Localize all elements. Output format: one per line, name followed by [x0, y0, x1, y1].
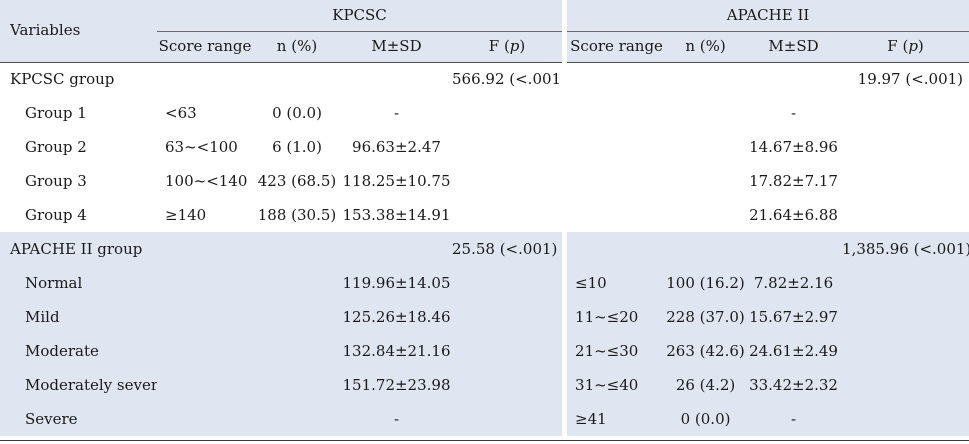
row-label: Severe — [0, 402, 157, 436]
kpcsc-score-range: <63 — [157, 96, 253, 130]
apache-msd-header: M±SD — [745, 31, 843, 63]
kpcsc-msd: - — [341, 96, 452, 130]
kpcsc-group-apache-f: 19.97 (<.001) — [842, 62, 969, 96]
kpcsc-msd: 119.96±14.05 — [341, 266, 452, 300]
kpcsc-msd: 132.84±21.16 — [341, 334, 452, 368]
apache-msd: 24.61±2.49 — [745, 334, 843, 368]
apache-n-pct: 100 (16.2) — [666, 266, 746, 300]
f-label: F ( — [887, 37, 909, 55]
kpcsc-header: KPCSC — [157, 0, 563, 32]
header-gap — [562, 31, 568, 62]
header-gap — [562, 0, 568, 31]
table-bottom-rule — [0, 440, 969, 441]
table-row: Group 4 ≥140 188 (30.5) 153.38±14.91 21.… — [0, 198, 969, 232]
p-label: p — [509, 37, 520, 55]
apache-group-kpcsc-f: 25.58 (<.001) — [452, 232, 563, 266]
apache-group-label: APACHE II group — [0, 232, 157, 266]
variables-header: Variables — [0, 0, 157, 63]
table-row: Moderate 132.84±21.16 21~≤30 263 (42.6) … — [0, 334, 969, 368]
kpcsc-score-range: 63~<100 — [157, 130, 253, 164]
kpcsc-n-pct: 6 (1.0) — [253, 130, 341, 164]
table-row: Group 2 63~<100 6 (1.0) 96.63±2.47 14.67… — [0, 130, 969, 164]
apache-group-row: APACHE II group 25.58 (<.001) 1,385.96 (… — [0, 232, 969, 266]
apache-group-apache-f: 1,385.96 (<.001) — [842, 232, 969, 266]
f-label: F ( — [488, 37, 510, 55]
header-row-2: Score range n (%) M±SD F (p) Score range… — [0, 31, 969, 63]
apache-score-range: ≥41 — [567, 402, 667, 436]
kpcsc-msd: 153.38±14.91 — [341, 198, 452, 232]
row-label: Moderate — [0, 334, 157, 368]
apache-msd: - — [745, 402, 843, 436]
kpcsc-n-pct-header: n (%) — [253, 31, 341, 63]
p-label: p — [908, 37, 918, 55]
apache-n-pct: 263 (42.6) — [666, 334, 746, 368]
apache-score-range: 21~≤30 — [567, 334, 667, 368]
kpcsc-score-range-header: Score range — [157, 31, 253, 63]
apache-msd: 14.67±8.96 — [745, 130, 843, 164]
apache-n-pct-header: n (%) — [666, 31, 746, 63]
header-row-1: Variables KPCSC APACHE II — [0, 0, 969, 63]
table-row: Mild 125.26±18.46 11~≤20 228 (37.0) 15.6… — [0, 300, 969, 334]
kpcsc-msd-header: M±SD — [341, 31, 452, 63]
row-label: Group 4 — [0, 198, 157, 232]
apache-score-range: ≤10 — [567, 266, 667, 300]
row-label: Normal — [0, 266, 157, 300]
close-paren: ) — [519, 37, 526, 55]
kpcsc-msd: - — [341, 402, 452, 436]
apache-header: APACHE II — [567, 0, 969, 32]
kpcsc-score-range: 100~<140 — [157, 164, 253, 198]
row-label: Group 3 — [0, 164, 157, 198]
apache-n-pct: 26 (4.2) — [666, 368, 746, 402]
row-label: Group 1 — [0, 96, 157, 130]
kpcsc-n-pct: 188 (30.5) — [253, 198, 341, 232]
kpcsc-f-p-header: F (p) — [452, 31, 563, 63]
row-label: Group 2 — [0, 130, 157, 164]
kpcsc-group-row: KPCSC group 566.92 (<.001) 19.97 (<.001) — [0, 62, 969, 96]
apache-score-range: 11~≤20 — [567, 300, 667, 334]
kpcsc-n-pct: 423 (68.5) — [253, 164, 341, 198]
kpcsc-msd: 118.25±10.75 — [341, 164, 452, 198]
kpcsc-group-kpcsc-f: 566.92 (<.001) — [452, 62, 563, 96]
kpcsc-group-label: KPCSC group — [0, 62, 157, 96]
apache-score-range-header: Score range — [567, 31, 667, 63]
apache-msd: 33.42±2.32 — [745, 368, 843, 402]
apache-msd: 15.67±2.97 — [745, 300, 843, 334]
apache-msd: - — [745, 96, 843, 130]
kpcsc-msd: 151.72±23.98 — [341, 368, 452, 402]
apache-msd: 17.82±7.17 — [745, 164, 843, 198]
close-paren: ) — [917, 37, 924, 55]
table-row: Normal 119.96±14.05 ≤10 100 (16.2) 7.82±… — [0, 266, 969, 300]
kpcsc-msd: 96.63±2.47 — [341, 130, 452, 164]
table-row: Severe - ≥41 0 (0.0) - — [0, 402, 969, 436]
table-row: Group 3 100~<140 423 (68.5) 118.25±10.75… — [0, 164, 969, 198]
row-label: Mild — [0, 300, 157, 334]
apache-msd: 21.64±6.88 — [745, 198, 843, 232]
apache-msd: 7.82±2.16 — [745, 266, 843, 300]
apache-score-range: 31~≤40 — [567, 368, 667, 402]
table-row: Group 1 <63 0 (0.0) - - — [0, 96, 969, 130]
apache-n-pct: 228 (37.0) — [666, 300, 746, 334]
table-row: Moderately severe 151.72±23.98 31~≤40 26… — [0, 368, 969, 402]
kpcsc-score-range: ≥140 — [157, 198, 253, 232]
apache-f-p-header: F (p) — [842, 31, 969, 63]
apache-n-pct: 0 (0.0) — [666, 402, 746, 436]
kpcsc-msd: 125.26±18.46 — [341, 300, 452, 334]
kpcsc-n-pct: 0 (0.0) — [253, 96, 341, 130]
row-label: Moderately severe — [0, 368, 157, 402]
